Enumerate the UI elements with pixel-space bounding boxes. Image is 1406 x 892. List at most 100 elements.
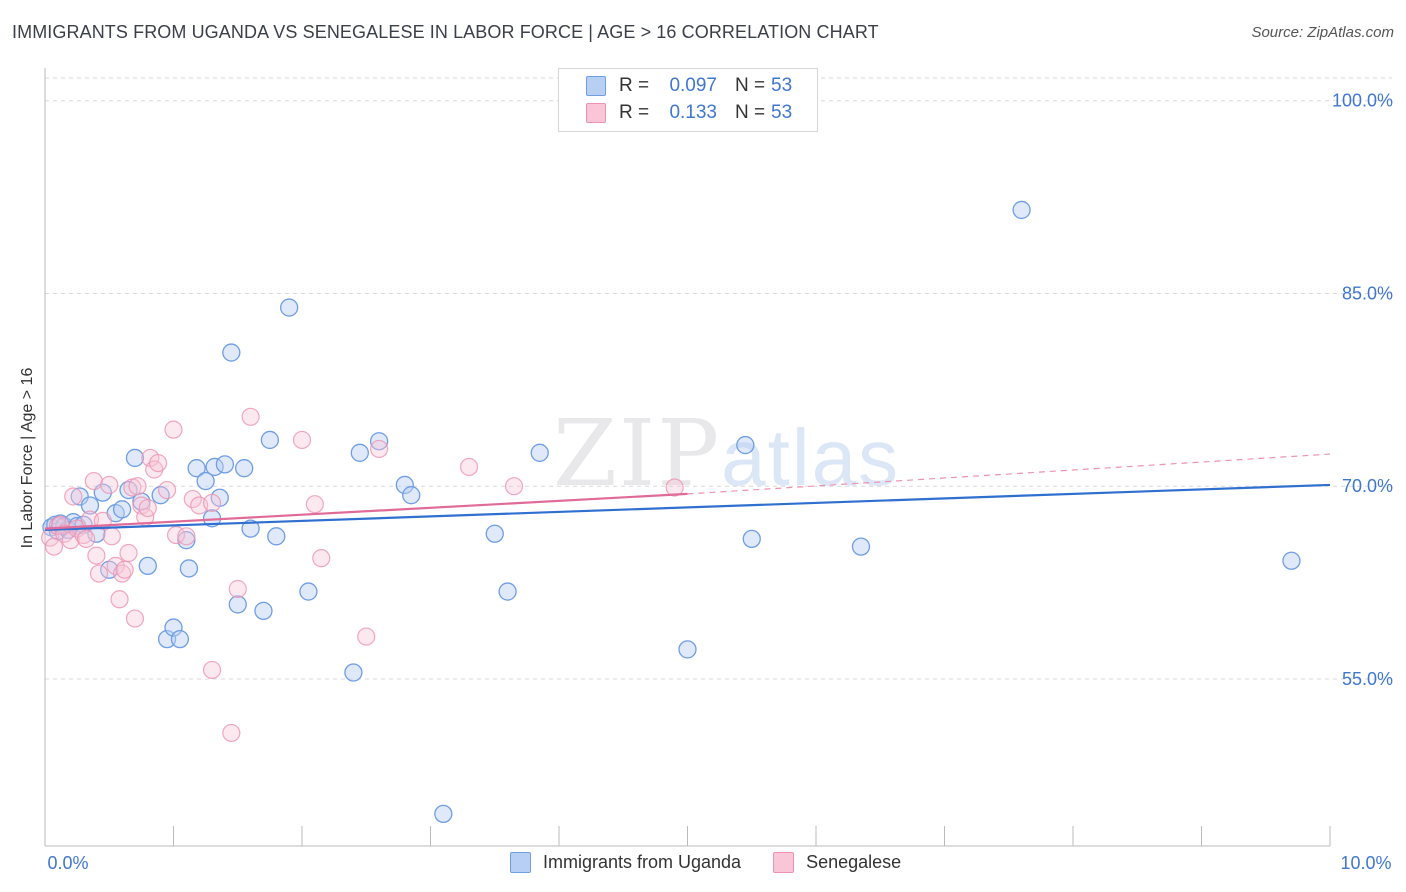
- data-point-senegalese: [100, 475, 119, 495]
- legend-label-senegalese: Senegalese: [806, 852, 902, 872]
- legend-r-value: 0.133: [669, 102, 717, 123]
- legend-n-label: N =: [735, 75, 766, 96]
- data-point-uganda: [678, 640, 697, 659]
- watermark-atlas: atlas: [721, 413, 901, 502]
- data-point-senegalese: [665, 478, 684, 497]
- data-point-senegalese: [138, 498, 157, 518]
- legend-n-value: 53: [771, 75, 793, 96]
- data-point-uganda: [1282, 551, 1301, 570]
- y-axis-label: In Labor Force | Age > 16: [19, 367, 36, 549]
- tick-labels: 55.0% 70.0% 85.0% 100.0% 0.0% 10.0%: [47, 91, 1393, 873]
- data-point-uganda: [241, 519, 260, 538]
- data-point-uganda: [112, 500, 132, 519]
- data-point-senegalese: [44, 537, 64, 556]
- data-point-senegalese: [115, 560, 134, 579]
- trend-lines: [44, 453, 1331, 531]
- data-point-uganda: [299, 582, 318, 601]
- x-tick-label: 10.0%: [1340, 853, 1391, 873]
- legend-n-value: 53: [771, 102, 793, 123]
- data-point-uganda: [498, 582, 517, 601]
- data-point-uganda: [485, 524, 504, 543]
- data-point-uganda: [222, 343, 241, 362]
- y-tick-label: 70.0%: [1342, 476, 1393, 496]
- data-point-senegalese: [370, 439, 389, 459]
- data-point-uganda: [260, 430, 280, 450]
- data-point-senegalese: [202, 493, 222, 513]
- data-point-uganda: [170, 629, 190, 649]
- data-point-uganda: [736, 435, 755, 455]
- data-point-uganda: [350, 443, 369, 462]
- data-point-uganda: [742, 529, 761, 549]
- data-point-uganda: [157, 629, 177, 649]
- data-point-uganda: [196, 471, 215, 491]
- data-point-uganda: [279, 298, 299, 317]
- legend-swatch-senegalese: [586, 103, 606, 123]
- legend-r-label: R =: [619, 102, 650, 123]
- data-point-senegalese: [148, 453, 168, 473]
- data-point-uganda: [395, 475, 414, 495]
- trend-line-uganda: [44, 483, 1331, 531]
- data-point-uganda: [530, 443, 549, 462]
- data-point-uganda: [235, 459, 254, 478]
- data-point-senegalese: [87, 546, 106, 565]
- data-point-senegalese: [119, 543, 138, 563]
- legend-item-uganda[interactable]: Immigrants from Uganda: [510, 852, 741, 873]
- legend-row-senegalese: R = 0.133 N = 53: [586, 100, 793, 126]
- data-point-uganda: [267, 527, 286, 546]
- source-credit: Source: ZipAtlas.com: [1251, 24, 1394, 41]
- data-point-senegalese: [128, 477, 147, 496]
- data-point-uganda: [215, 455, 235, 474]
- data-point-senegalese: [357, 627, 376, 646]
- watermark-zip: ZIP: [553, 400, 722, 507]
- legend-n-label: N =: [735, 102, 766, 123]
- data-point-senegalese: [202, 660, 222, 680]
- data-point-senegalese: [84, 471, 103, 491]
- data-point-uganda: [851, 537, 871, 556]
- data-point-uganda: [1012, 200, 1031, 220]
- data-point-uganda: [402, 486, 421, 505]
- data-point-senegalese: [312, 549, 331, 568]
- data-point-uganda: [80, 496, 100, 515]
- axes: [44, 68, 1331, 847]
- data-point-senegalese: [64, 487, 83, 506]
- data-point-senegalese: [241, 407, 260, 426]
- data-point-uganda: [125, 448, 145, 468]
- data-point-senegalese: [504, 477, 524, 496]
- data-point-senegalese: [89, 564, 109, 583]
- data-point-senegalese: [222, 723, 241, 743]
- chart-title: IMMIGRANTS FROM UGANDA VS SENEGALESE IN …: [12, 22, 879, 42]
- data-point-senegalese: [77, 529, 96, 548]
- data-point-senegalese: [125, 609, 145, 628]
- data-point-senegalese: [102, 527, 121, 546]
- trend-line-senegalese-extension: [687, 453, 1331, 495]
- x-tick-label: 0.0%: [47, 853, 88, 873]
- y-tick-label: 85.0%: [1342, 283, 1393, 303]
- legend-row-uganda: R = 0.097 N = 53: [586, 73, 793, 99]
- data-point-uganda: [369, 432, 389, 451]
- series-legend: Immigrants from Uganda Senegalese: [510, 852, 933, 873]
- data-point-uganda: [434, 804, 453, 824]
- series-senegalese-points: [41, 407, 684, 743]
- data-point-uganda: [138, 556, 157, 576]
- data-point-senegalese: [110, 590, 129, 609]
- data-point-senegalese: [228, 579, 247, 599]
- legend-swatch-uganda: [586, 76, 606, 96]
- legend-item-senegalese[interactable]: Senegalese: [773, 852, 901, 873]
- data-point-senegalese: [177, 527, 196, 546]
- legend-r-value: 0.097: [669, 75, 717, 96]
- trend-line-senegalese: [44, 492, 688, 530]
- grid-lines: [45, 77, 1392, 680]
- legend-r-label: R =: [619, 75, 650, 96]
- legend-label-uganda: Immigrants from Uganda: [543, 852, 742, 872]
- data-point-uganda: [177, 531, 196, 550]
- data-point-uganda: [254, 601, 273, 620]
- data-point-senegalese: [292, 430, 312, 450]
- correlation-legend: R = 0.097 N = 53 R = 0.133 N = 53: [558, 68, 818, 132]
- data-point-senegalese: [157, 480, 177, 500]
- data-point-uganda: [70, 487, 89, 506]
- y-tick-label: 55.0%: [1342, 669, 1393, 689]
- data-point-senegalese: [305, 495, 324, 514]
- data-point-senegalese: [164, 420, 183, 439]
- data-point-uganda: [164, 618, 183, 637]
